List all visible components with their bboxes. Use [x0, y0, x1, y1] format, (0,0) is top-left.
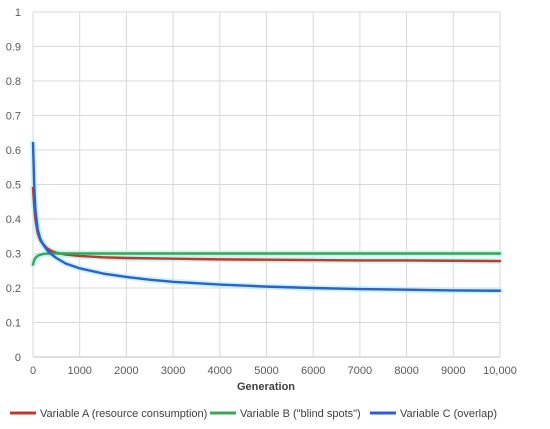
y-tick-label: 0.6 [6, 145, 21, 157]
x-tick-label: 9000 [441, 365, 465, 377]
legend-item: Variable C (overlap) [370, 408, 497, 420]
y-tick-label: 0.9 [6, 42, 21, 54]
y-axis-tick-labels: 0 0.1 0.2 0.3 0.4 0.5 0.6 0.7 0.8 0.9 1 [6, 7, 21, 364]
y-tick-label: 0.2 [6, 283, 21, 295]
y-tick-label: 0.7 [6, 111, 21, 123]
series-line-3 [31, 141, 502, 292]
y-tick-label: 0.3 [6, 249, 21, 261]
legend-item: Variable A (resource consumption) [10, 408, 207, 420]
legend-label: Variable A (resource consumption) [40, 408, 207, 420]
x-tick-label: 1000 [67, 365, 91, 377]
x-tick-label: 10,000 [483, 365, 517, 377]
x-tick-label: 5000 [254, 365, 278, 377]
series-line-2 [31, 252, 502, 266]
x-tick-label: 3000 [161, 365, 185, 377]
legend-label: Variable C (overlap) [400, 408, 497, 420]
x-tick-label: 4000 [208, 365, 232, 377]
legend-label: Variable B ("blind spots") [240, 408, 361, 420]
gridlines [32, 11, 501, 358]
x-tick-label: 7000 [348, 365, 372, 377]
series-lines [31, 141, 502, 292]
x-tick-label: 2000 [114, 365, 138, 377]
y-tick-label: 0.8 [6, 76, 21, 88]
y-tick-label: 0.1 [6, 318, 21, 330]
x-tick-label: 8000 [394, 365, 418, 377]
y-tick-label: 0.4 [6, 214, 21, 226]
x-axis-title: Generation [237, 381, 295, 393]
y-tick-label: 0.5 [6, 180, 21, 192]
x-axis-tick-labels: 0 1000 2000 3000 4000 5000 6000 7000 8000 9000 10,… [30, 365, 517, 377]
y-tick-label: 0 [15, 352, 21, 364]
legend-item: Variable B ("blind spots") [210, 408, 361, 420]
legend: Variable A (resource consumption) Variabl… [10, 408, 497, 420]
x-tick-label: 0 [30, 365, 36, 377]
y-tick-label: 1 [15, 7, 21, 19]
x-tick-label: 6000 [301, 365, 325, 377]
